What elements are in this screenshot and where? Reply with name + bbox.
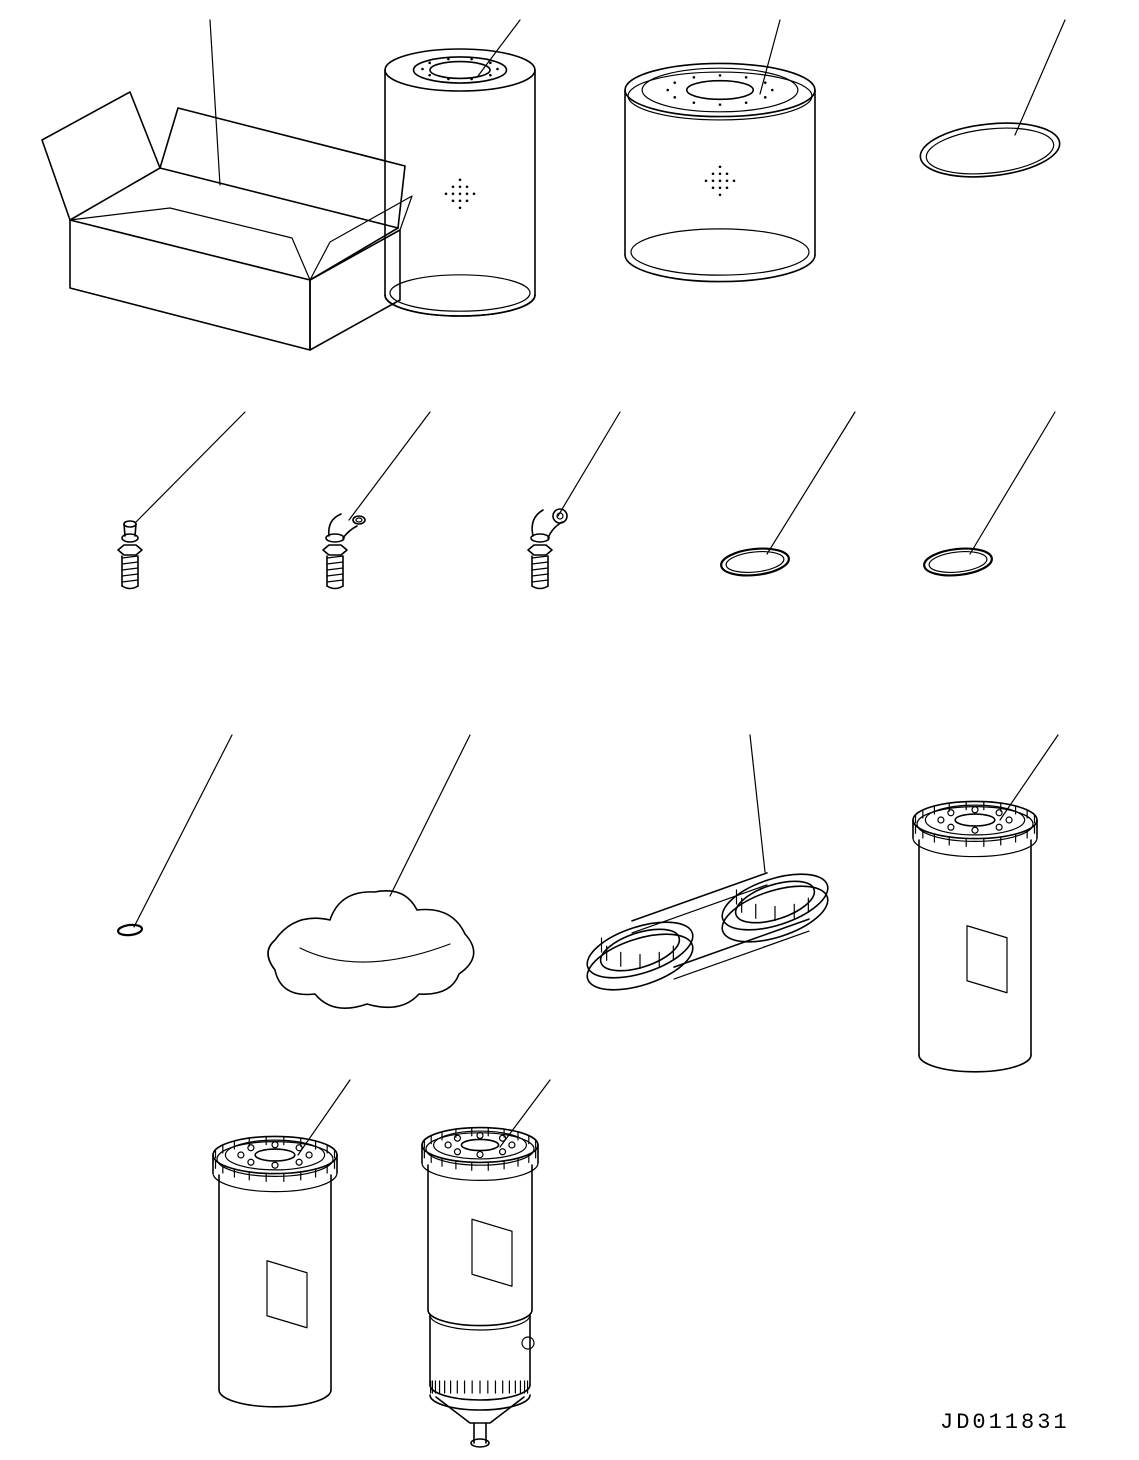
part-spin-on-1	[913, 801, 1037, 1071]
parts-diagram	[0, 0, 1139, 1460]
part-o-ring-small	[118, 924, 143, 936]
part-o-ring-med-1	[720, 546, 790, 579]
part-gasket-flat	[268, 891, 474, 1008]
part-box	[42, 92, 412, 350]
part-fitting-angle-2	[528, 509, 567, 589]
part-belt	[581, 863, 835, 1001]
part-spin-on-2	[213, 1136, 337, 1406]
part-fitting-straight	[118, 521, 142, 589]
part-filter-short	[625, 63, 815, 281]
drawing-id-label: JD011831	[940, 1410, 1070, 1435]
part-filter-tall	[385, 49, 535, 316]
part-separator	[422, 1128, 538, 1447]
part-fitting-angle-1	[323, 514, 365, 589]
part-o-ring-large	[918, 117, 1063, 183]
part-o-ring-med-2	[923, 546, 993, 579]
